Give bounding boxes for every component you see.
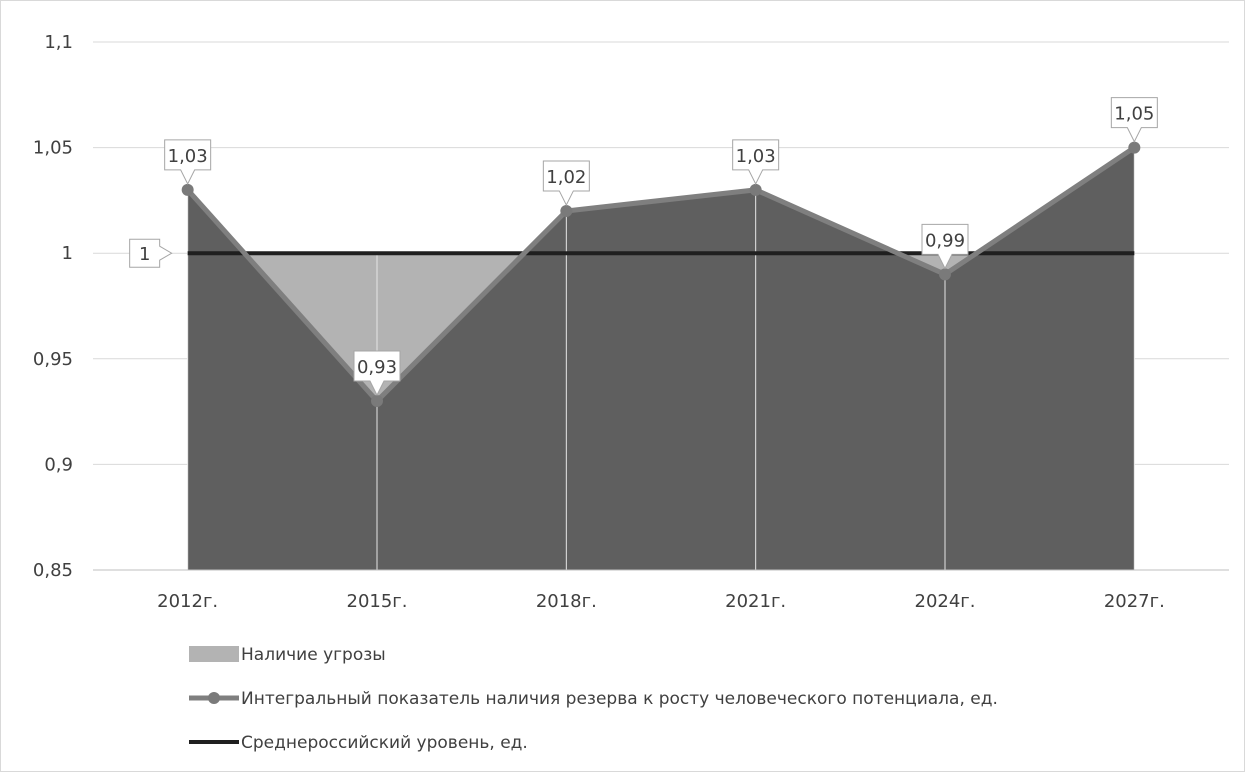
data-label: 1,02 bbox=[546, 167, 586, 188]
average-label-box bbox=[130, 239, 172, 267]
data-label: 1,05 bbox=[1114, 104, 1154, 125]
x-tick-label: 2027г. bbox=[1104, 591, 1165, 612]
legend-label: Интегральный показатель наличия резерва … bbox=[241, 689, 998, 709]
x-tick-label: 2015г. bbox=[347, 591, 408, 612]
y-tick-label: 1,05 bbox=[33, 138, 73, 159]
index-point bbox=[750, 184, 762, 196]
legend-label: Среднероссийский уровень, ед. bbox=[241, 733, 528, 753]
x-tick-label: 2018г. bbox=[536, 591, 597, 612]
data-label: 0,93 bbox=[357, 357, 397, 378]
index-area bbox=[188, 148, 1135, 570]
data-label: 0,99 bbox=[925, 230, 965, 251]
y-tick-label: 0,95 bbox=[33, 349, 73, 370]
y-tick-label: 0,9 bbox=[44, 454, 73, 475]
x-tick-label: 2012г. bbox=[157, 591, 218, 612]
x-tick-label: 2021г. bbox=[725, 591, 786, 612]
data-label: 1,03 bbox=[736, 146, 776, 167]
index-point bbox=[939, 268, 951, 280]
legend-label: Наличие угрозы bbox=[241, 645, 386, 665]
index-point bbox=[182, 184, 194, 196]
average-data-label: 1 bbox=[139, 244, 150, 265]
legend-marker-index bbox=[208, 692, 220, 704]
legend-swatch-threat bbox=[189, 646, 239, 662]
y-tick-label: 1,1 bbox=[44, 32, 73, 53]
index-point bbox=[560, 205, 572, 217]
index-point bbox=[1128, 142, 1140, 154]
x-tick-label: 2024г. bbox=[915, 591, 976, 612]
y-tick-label: 0,85 bbox=[33, 560, 73, 581]
y-tick-label: 1 bbox=[62, 243, 73, 264]
data-label: 1,03 bbox=[168, 146, 208, 167]
index-point bbox=[371, 395, 383, 407]
